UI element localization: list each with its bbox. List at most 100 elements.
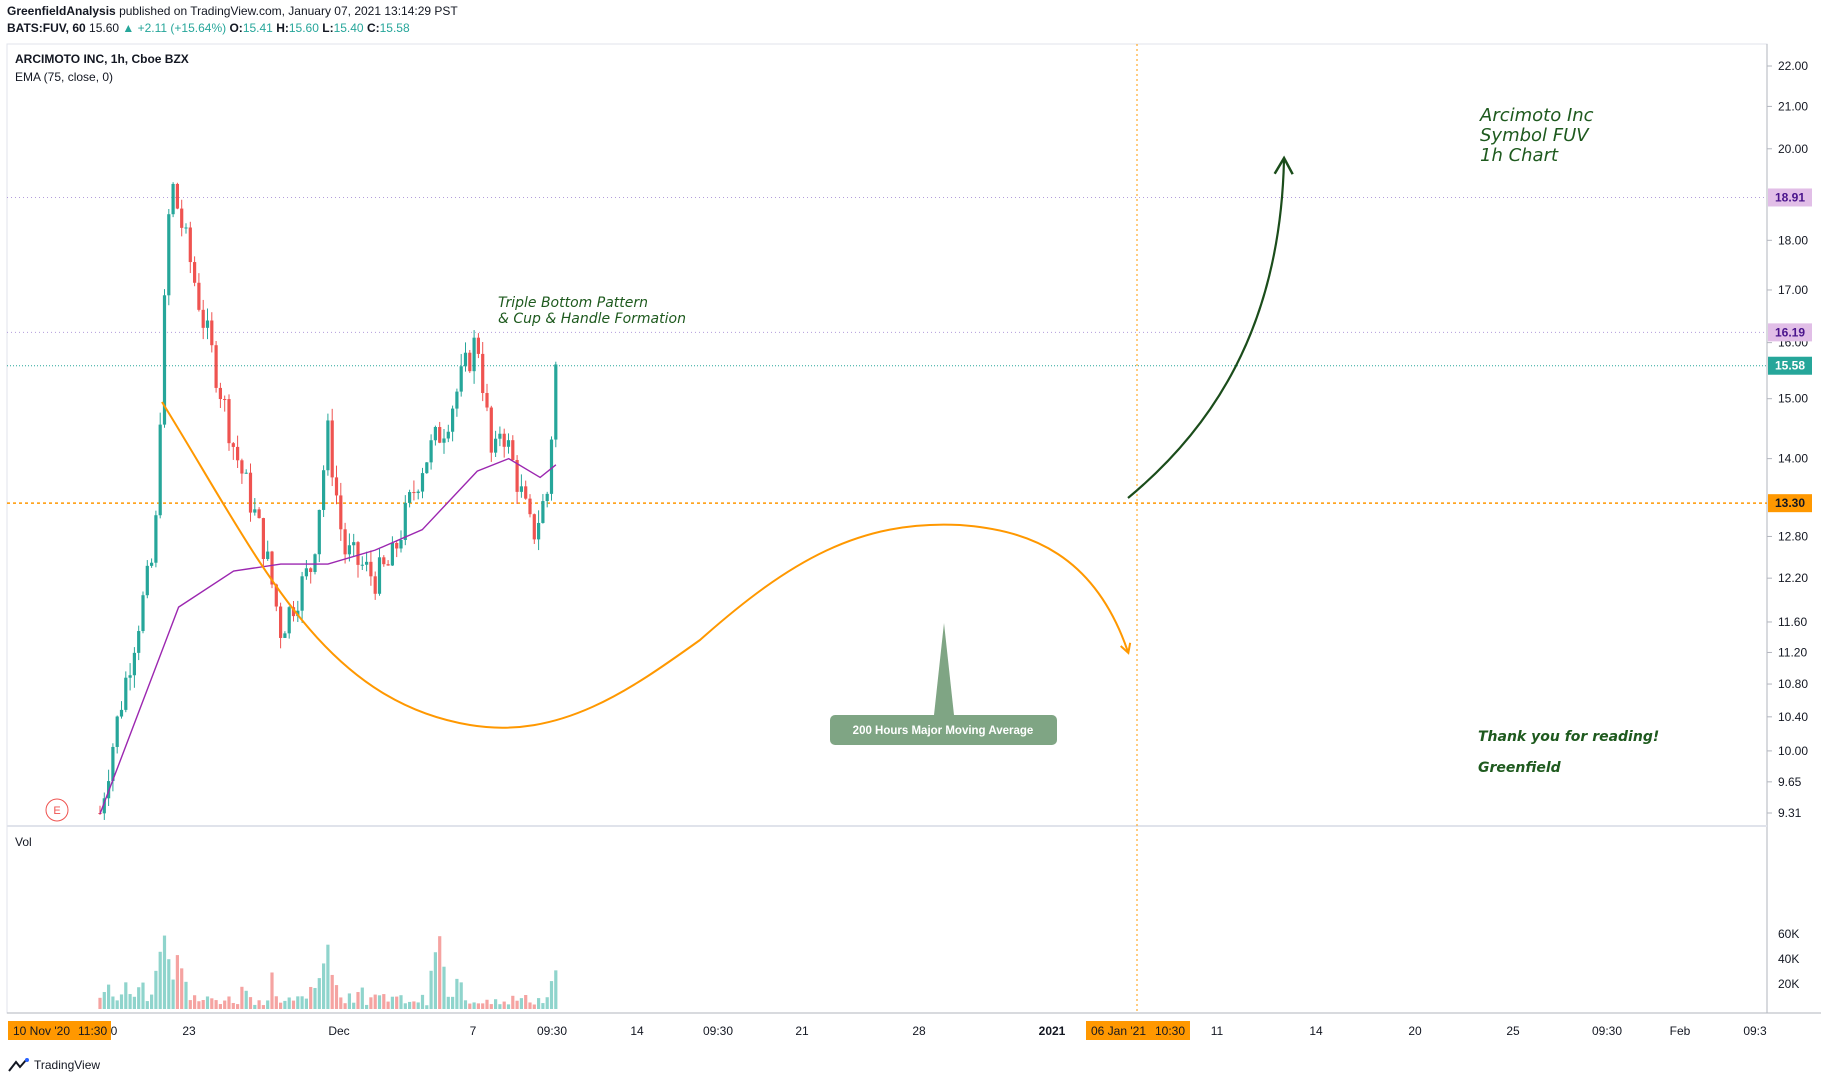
volume-bar [279, 1002, 283, 1009]
volume-bar [248, 997, 253, 1009]
volume-bar [502, 1001, 506, 1009]
time-tick-label: Dec [328, 1024, 349, 1038]
candle-body [124, 677, 128, 710]
candle-body [408, 492, 412, 503]
candle-body [313, 554, 317, 572]
candle-body [227, 399, 231, 444]
volume-bar [115, 1000, 119, 1009]
candle-body [291, 607, 296, 617]
candle-body [193, 262, 197, 283]
price-badge: 16.19 [1775, 325, 1805, 339]
candle-body [347, 545, 351, 555]
time-axis[interactable]: 0 23 Dec 7 09:30 14 09:30 21 28 2021 11 14 20 25 09:30… [111, 1024, 1767, 1038]
candle-body [304, 568, 308, 577]
candle-body [201, 309, 205, 328]
price-tick-label: 20.00 [1778, 142, 1808, 156]
volume-bar [128, 994, 132, 1009]
volume-bar [236, 1004, 240, 1009]
candle-body [494, 438, 498, 453]
volume-bar [210, 998, 214, 1009]
volume-bar [528, 1002, 532, 1009]
volume-bar [218, 1004, 222, 1009]
volume-bar [468, 1003, 472, 1009]
volume-bar [137, 987, 141, 1009]
volume-bar [231, 1002, 235, 1009]
callout-pointer [934, 623, 954, 715]
volume-bar [326, 944, 330, 1009]
breakout-arrow [1127, 155, 1294, 499]
candle-body [162, 295, 167, 425]
candle-body [309, 568, 313, 572]
volume-bar [433, 952, 437, 1009]
earnings-marker-circle[interactable] [45, 798, 69, 822]
volume-bar [317, 978, 321, 1009]
volume-bar [167, 959, 171, 1009]
volume-bar [227, 996, 231, 1009]
volume-bar [390, 996, 394, 1009]
pattern-label-1: Triple Bottom Pattern [498, 295, 648, 311]
volume-bar [408, 1001, 412, 1009]
candle-body [519, 486, 523, 492]
candle-body [498, 433, 502, 439]
price-badge-bg [1768, 494, 1812, 513]
footer-brand[interactable]: TradingView [34, 1058, 101, 1072]
volume-bar [451, 996, 455, 1009]
volume-bar [154, 970, 158, 1009]
volume-bar [511, 995, 515, 1009]
candle-body [248, 472, 253, 513]
volume-bar [382, 994, 386, 1009]
candle-body [425, 462, 429, 474]
time-tick-label: 21 [795, 1024, 809, 1038]
low-label: L: [322, 21, 334, 35]
candle-body [330, 420, 334, 478]
candle-body [373, 576, 377, 594]
candle-body [365, 561, 369, 565]
price-tick-label: 11.20 [1778, 645, 1807, 659]
price-badge: 13.30 [1775, 496, 1805, 510]
candle-body [537, 522, 541, 540]
candle-body [528, 498, 532, 515]
price-axis[interactable]: 22.0021.0020.0018.0017.0016.0015.0014.00… [1767, 59, 1808, 820]
candle-body [442, 438, 446, 443]
price-tick-label: 18.00 [1778, 233, 1808, 247]
candle-body [524, 486, 528, 499]
price-badge: 15.58 [1775, 359, 1805, 373]
time-tick-label: 23 [182, 1024, 196, 1038]
volume-bar [197, 1001, 201, 1009]
candle-body [102, 798, 106, 814]
candle-body [472, 337, 476, 372]
volume-bar [519, 998, 523, 1009]
thanks-note: Thank you for reading! [1478, 729, 1659, 745]
volume-bar [300, 996, 304, 1009]
volume-bar [330, 974, 334, 1009]
volume-bar [253, 1004, 257, 1009]
volume-bar [162, 935, 167, 1009]
volume-bar [244, 990, 248, 1009]
volume-bar [472, 1002, 476, 1009]
volume-bar [549, 981, 554, 1009]
candle-body [532, 514, 536, 540]
candle-body [111, 746, 115, 782]
volume-bar [119, 994, 124, 1009]
volume-bar [438, 936, 442, 1009]
footer: TradingView [8, 1058, 100, 1072]
volume-bar [554, 970, 558, 1009]
volume-legend: Vol [15, 835, 32, 849]
candle-body [468, 352, 472, 372]
time-badge-left: 10 Nov '20 11:30 [8, 1021, 111, 1040]
time-tick-label: 09:30 [537, 1024, 567, 1038]
publisher-name[interactable]: GreenfieldAnalysis [7, 4, 116, 18]
volume-bar [257, 1000, 261, 1009]
time-tick-label: 0 [111, 1024, 118, 1038]
volume-bar [459, 982, 463, 1009]
volume-axis: 60K 40K 20K [1778, 927, 1799, 991]
title-annotation-2: Symbol FUV [1480, 125, 1590, 146]
candle-body [279, 606, 283, 638]
ema-legend: EMA (75, close, 0) [15, 70, 113, 84]
volume-bar [403, 1003, 407, 1009]
volume-bar [274, 996, 278, 1009]
candle-body [197, 282, 201, 310]
earnings-marker[interactable]: E [53, 805, 60, 817]
time-badge-date-2: 06 Jan '21 [1091, 1024, 1146, 1038]
